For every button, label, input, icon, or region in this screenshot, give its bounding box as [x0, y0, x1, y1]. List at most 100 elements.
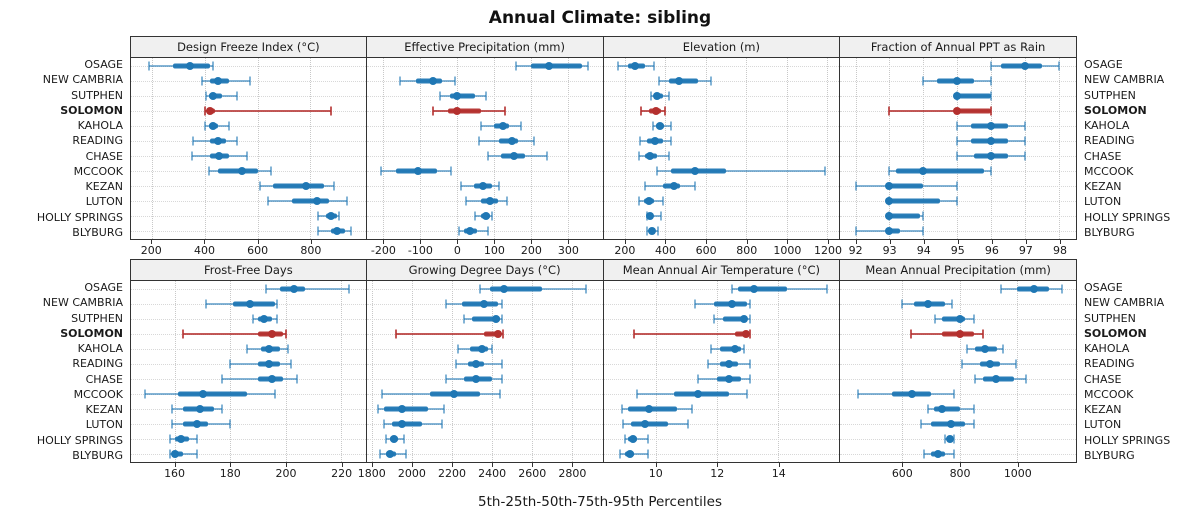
median-dot: [208, 91, 217, 100]
row-label-right: LUTON: [1084, 418, 1122, 432]
horizontal-gridline: [131, 424, 366, 426]
row-label-left: SOLOMON: [60, 103, 123, 117]
iqr-bar: [291, 198, 329, 204]
horizontal-gridline: [840, 231, 1076, 233]
vertical-gridline: [451, 281, 453, 462]
whisker-cap: [922, 76, 925, 86]
vertical-gridline: [827, 58, 829, 239]
whisker-cap: [584, 284, 587, 294]
median-dot: [628, 435, 637, 444]
whisker-cap: [404, 449, 407, 459]
row-label-right: OSAGE: [1084, 58, 1123, 72]
axis-tick-label: 12: [710, 467, 725, 480]
whisker-line: [657, 170, 826, 173]
median-dot: [449, 390, 458, 399]
whisker-cap: [650, 91, 653, 101]
axis-spacer: [0, 240, 130, 259]
whisker-cap: [749, 329, 752, 339]
median-dot: [397, 420, 406, 429]
whisker-cap: [909, 329, 912, 339]
whisker-cap: [500, 374, 503, 384]
whisker-cap: [749, 299, 752, 309]
whisker-cap: [378, 449, 381, 459]
horizontal-gridline: [131, 318, 366, 320]
whisker-cap: [478, 284, 481, 294]
horizontal-gridline: [840, 363, 1076, 365]
axis-tick: [778, 463, 780, 467]
median-dot: [186, 61, 195, 70]
whisker-cap: [749, 359, 752, 369]
whisker-cap: [926, 404, 929, 414]
iqr-bar: [957, 108, 992, 114]
median-dot: [327, 212, 336, 221]
whisker-cap: [317, 226, 320, 236]
axis-tick-label: 95: [950, 244, 965, 257]
whisker-cap: [201, 76, 204, 86]
median-dot: [645, 197, 654, 206]
x-axis: 200 400 600 800: [130, 240, 367, 259]
whisker-cap: [951, 299, 954, 309]
whisker-cap: [956, 121, 959, 131]
median-dot: [499, 121, 508, 130]
iqr-bar: [886, 183, 924, 189]
whisker-cap: [442, 404, 445, 414]
vertical-gridline: [959, 281, 961, 462]
whisker-cap: [622, 419, 625, 429]
whisker-cap: [171, 404, 174, 414]
median-dot: [981, 344, 990, 353]
whisker-cap: [478, 136, 481, 146]
median-dot: [265, 359, 274, 368]
whisker-cap: [384, 434, 387, 444]
median-dot: [741, 329, 750, 338]
row-label-left: MCCOOK: [73, 164, 123, 178]
panel-strip: Growing Degree Days (°C): [366, 259, 604, 280]
whisker-line: [266, 287, 350, 290]
axis-tick: [568, 240, 570, 244]
median-dot: [1030, 284, 1039, 293]
whisker-cap: [972, 404, 975, 414]
iqr-bar: [957, 93, 992, 99]
whisker-cap: [501, 329, 504, 339]
median-dot: [675, 76, 684, 85]
whisker-cap: [402, 434, 405, 444]
median-dot: [176, 435, 185, 444]
whisker-cap: [990, 106, 993, 116]
median-dot: [945, 435, 954, 444]
iqr-bar: [483, 331, 501, 337]
whisker-cap: [952, 434, 955, 444]
axis-tick: [310, 240, 312, 244]
horizontal-gridline: [840, 379, 1076, 381]
vertical-gridline: [923, 58, 925, 239]
whisker-cap: [380, 389, 383, 399]
whisker-cap: [922, 211, 925, 221]
horizontal-gridline: [131, 201, 366, 203]
whisker-cap: [638, 136, 641, 146]
vertical-gridline: [1025, 58, 1027, 239]
axis-tick: [1025, 240, 1027, 244]
whisker-cap: [269, 166, 272, 176]
axis-tick: [746, 240, 748, 244]
horizontal-gridline: [131, 216, 366, 218]
row-label-right: BLYBURG: [1084, 448, 1135, 462]
horizontal-gridline: [366, 171, 603, 173]
whisker-cap: [990, 166, 993, 176]
axis-tick-label: 180: [219, 467, 241, 480]
median-dot: [265, 344, 274, 353]
iqr-bar: [671, 168, 726, 174]
iqr-bar: [738, 286, 788, 292]
whisker-cap: [204, 299, 207, 309]
axis-tick-label: 600: [891, 467, 913, 480]
whisker-cap: [743, 344, 746, 354]
whisker-cap: [498, 181, 501, 191]
median-dot: [486, 197, 495, 206]
median-dot: [908, 390, 917, 399]
whisker-cap: [248, 76, 251, 86]
vertical-gridline: [624, 58, 626, 239]
row-label-left: HOLLY SPRINGS: [36, 210, 123, 224]
whisker-cap: [444, 374, 447, 384]
whisker-cap: [656, 166, 659, 176]
row-label-left: SUTPHEN: [71, 88, 123, 102]
median-dot: [919, 167, 928, 176]
iqr-bar: [631, 421, 668, 427]
median-dot: [196, 405, 205, 414]
